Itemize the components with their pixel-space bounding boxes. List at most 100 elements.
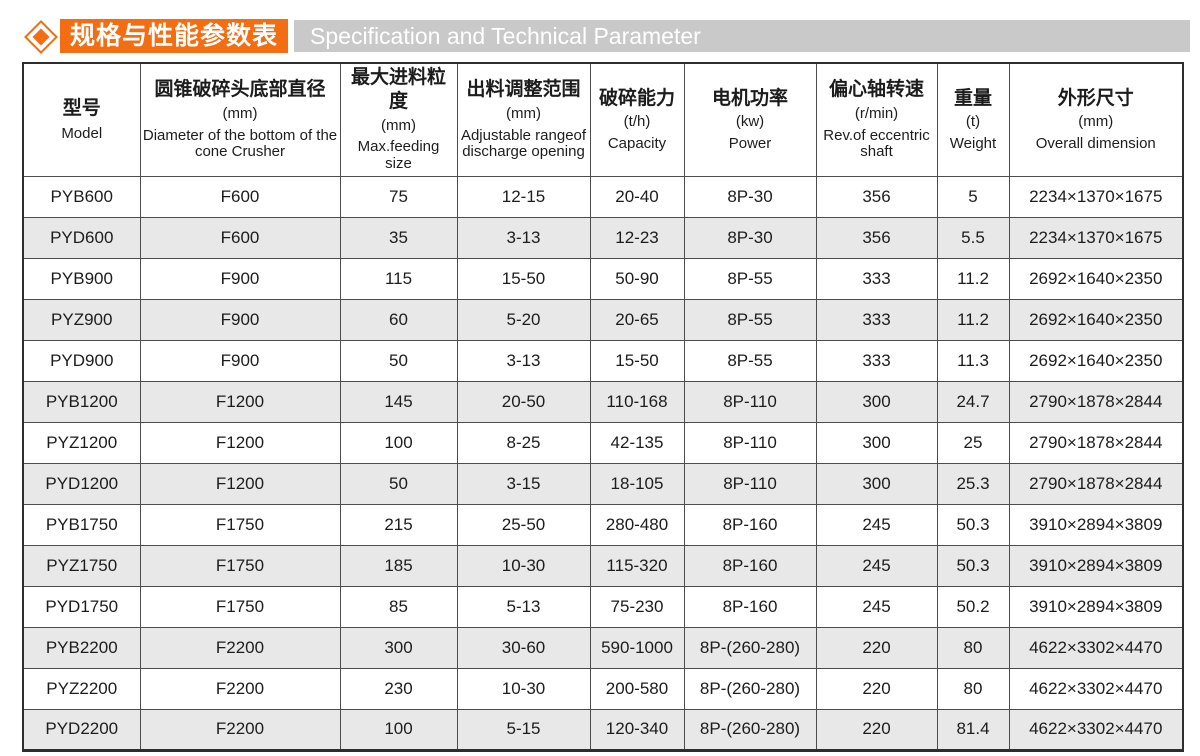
value-cell: 2234×1370×1675 <box>1008 216 1184 259</box>
value-cell: F1750 <box>139 503 341 546</box>
value-cell: 10-30 <box>456 544 591 587</box>
column-header-en: Weight <box>949 134 997 152</box>
table-row-PYZ1750: PYZ1750 F1750 185 10-30 115-320 8P-160 245 50.3… <box>22 544 1184 587</box>
value-cell: 3-15 <box>456 462 591 505</box>
value-cell: 5 <box>936 175 1010 218</box>
column-header-8: 重量 (t) Weight <box>936 62 1010 177</box>
value-cell: F1750 <box>139 544 341 587</box>
value-cell: 100 <box>339 708 458 751</box>
table-row-PYB1750: PYB1750 F1750 215 25-50 280-480 8P-160 245 50.3… <box>22 503 1184 546</box>
value-cell: 8P-55 <box>683 257 817 300</box>
column-header-6: 电机功率 (kw) Power <box>683 62 817 177</box>
value-cell: 10-30 <box>456 667 591 710</box>
value-cell: 85 <box>339 585 458 628</box>
model-cell: PYB1200 <box>22 380 141 423</box>
column-header-1: 型号 Model <box>22 62 141 177</box>
column-header-unit: (mm) <box>506 105 541 123</box>
value-cell: 11.2 <box>936 298 1010 341</box>
column-header-zh: 电机功率 <box>711 87 788 109</box>
value-cell: 12-23 <box>589 216 685 259</box>
value-cell: 185 <box>339 544 458 587</box>
value-cell: 8P-110 <box>683 380 817 423</box>
value-cell: 11.3 <box>936 339 1010 382</box>
column-header-unit: (kw) <box>735 113 765 131</box>
value-cell: 25-50 <box>456 503 591 546</box>
value-cell: 220 <box>815 667 938 710</box>
value-cell: F1750 <box>139 585 341 628</box>
value-cell: 20-40 <box>589 175 685 218</box>
value-cell: F1200 <box>139 421 341 464</box>
value-cell: 8P-(260-280) <box>683 626 817 669</box>
column-header-unit: (mm) <box>1078 113 1114 131</box>
column-header-5: 破碎能力 (t/h) Capacity <box>589 62 685 177</box>
model-cell: PYZ2200 <box>22 667 141 710</box>
value-cell: F600 <box>139 175 341 218</box>
value-cell: 30-60 <box>456 626 591 669</box>
column-header-zh: 圆锥破碎头底部直径 <box>154 79 326 101</box>
value-cell: 5-20 <box>456 298 591 341</box>
value-cell: 8P-(260-280) <box>683 708 817 751</box>
column-header-zh: 型号 <box>62 97 101 119</box>
value-cell: F2200 <box>139 708 341 751</box>
table-row-PYZ2200: PYZ2200 F2200 230 10-30 200-580 8P-(260-280) 2… <box>22 667 1184 710</box>
value-cell: 2234×1370×1675 <box>1008 175 1184 218</box>
value-cell: 120-340 <box>589 708 685 751</box>
value-cell: 220 <box>815 708 938 751</box>
value-cell: 2692×1640×2350 <box>1008 339 1184 382</box>
value-cell: F1200 <box>139 380 341 423</box>
value-cell: 145 <box>339 380 458 423</box>
column-header-en: Model <box>61 124 103 142</box>
value-cell: 80 <box>936 626 1010 669</box>
table-row-PYZ900: PYZ900 F900 60 5-20 20-65 8P-55 333 11.2 2692×16… <box>22 298 1184 341</box>
value-cell: 115 <box>339 257 458 300</box>
value-cell: 2790×1878×2844 <box>1008 421 1184 464</box>
value-cell: 35 <box>339 216 458 259</box>
table-row-PYB900: PYB900 F900 115 15-50 50-90 8P-55 333 11.2 2692×… <box>22 257 1184 300</box>
value-cell: 356 <box>815 216 938 259</box>
value-cell: 50 <box>339 462 458 505</box>
value-cell: 18-105 <box>589 462 685 505</box>
value-cell: 24.7 <box>936 380 1010 423</box>
value-cell: 25.3 <box>936 462 1010 505</box>
value-cell: 5.5 <box>936 216 1010 259</box>
value-cell: 12-15 <box>456 175 591 218</box>
model-cell: PYZ1750 <box>22 544 141 587</box>
value-cell: 2692×1640×2350 <box>1008 298 1184 341</box>
value-cell: 590-1000 <box>589 626 685 669</box>
value-cell: 8P-160 <box>683 544 817 587</box>
column-header-3: 最大进料粒度 (mm) Max.feeding size <box>339 62 458 177</box>
value-cell: 230 <box>339 667 458 710</box>
model-cell: PYD1200 <box>22 462 141 505</box>
model-cell: PYD1750 <box>22 585 141 628</box>
value-cell: 81.4 <box>936 708 1010 751</box>
column-header-9: 外形尺寸 (mm) Overall dimension <box>1008 62 1184 177</box>
value-cell: 3910×2894×3809 <box>1008 585 1184 628</box>
value-cell: 300 <box>339 626 458 669</box>
value-cell: 60 <box>339 298 458 341</box>
value-cell: 3910×2894×3809 <box>1008 503 1184 546</box>
table-row-PYD600: PYD600 F600 35 3-13 12-23 8P-30 356 5.5 2234×137… <box>22 216 1184 259</box>
table-body: PYB600 F600 75 12-15 20-40 8P-30 356 5 2234×1370… <box>22 175 1184 751</box>
value-cell: 110-168 <box>589 380 685 423</box>
value-cell: 50.2 <box>936 585 1010 628</box>
column-header-unit: (mm) <box>222 105 258 123</box>
value-cell: 20-50 <box>456 380 591 423</box>
value-cell: 220 <box>815 626 938 669</box>
column-header-en: Overall dimension <box>1035 134 1156 152</box>
model-cell: PYB900 <box>22 257 141 300</box>
section-banner: 规格与性能参数表 Specification and Technical Par… <box>22 18 1190 54</box>
value-cell: 50-90 <box>589 257 685 300</box>
table-row-PYD1750: PYD1750 F1750 85 5-13 75-230 8P-160 245 50.2 391… <box>22 585 1184 628</box>
value-cell: 333 <box>815 257 938 300</box>
value-cell: 115-320 <box>589 544 685 587</box>
value-cell: 5-15 <box>456 708 591 751</box>
diamond-icon <box>22 18 60 54</box>
table-row-PYD1200: PYD1200 F1200 50 3-15 18-105 8P-110 300 25.3 279… <box>22 462 1184 505</box>
model-cell: PYD900 <box>22 339 141 382</box>
value-cell: 245 <box>815 503 938 546</box>
model-cell: PYZ1200 <box>22 421 141 464</box>
column-header-7: 偏心轴转速 (r/min) Rev.of eccentric shaft <box>815 62 938 177</box>
table-row-PYD900: PYD900 F900 50 3-13 15-50 8P-55 333 11.3 2692×16… <box>22 339 1184 382</box>
value-cell: 333 <box>815 298 938 341</box>
